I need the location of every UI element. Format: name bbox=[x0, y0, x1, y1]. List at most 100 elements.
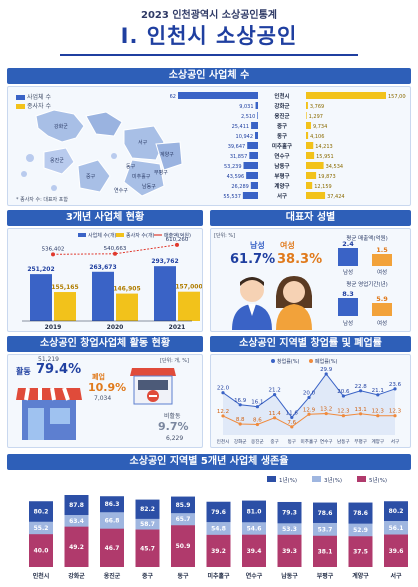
startup-active-count: 51,219 bbox=[38, 356, 59, 363]
count-legend-workers: 종사자 수 bbox=[16, 101, 51, 110]
survival-bar-segment bbox=[100, 528, 124, 567]
survival-bar-segment bbox=[313, 535, 337, 567]
trend-sales-point bbox=[51, 252, 55, 257]
closed-shop-icon bbox=[130, 368, 176, 405]
count-bar-workers bbox=[306, 132, 309, 139]
trend-bar-workers bbox=[178, 291, 200, 321]
count-bar-workers bbox=[306, 112, 307, 119]
trend-year-label: 2019 bbox=[45, 324, 62, 331]
gender-sales-male-bar bbox=[338, 248, 358, 266]
survival-value: 37.5 bbox=[353, 549, 368, 556]
survival-value: 50.9 bbox=[176, 543, 191, 550]
gender-male-pct: 61.7% bbox=[230, 252, 276, 267]
title-underline bbox=[60, 54, 358, 56]
count-value-firms: 25,411 bbox=[232, 124, 250, 130]
gender-sales-title: 평균 매출액(억원) bbox=[346, 234, 387, 242]
regional-close-value: 7.6 bbox=[287, 420, 296, 426]
count-value-workers: 12,159 bbox=[314, 184, 332, 190]
regional-open-value: 29.9 bbox=[320, 367, 333, 373]
count-category-label: 연수구 bbox=[274, 152, 289, 160]
count-bar-firms bbox=[255, 132, 258, 139]
section-title-count: 소상공인 사업체 수 bbox=[7, 68, 411, 84]
count-category-label: 인천시 bbox=[274, 92, 289, 100]
map-label-ongjin: 옹진군 bbox=[50, 157, 64, 164]
regional-close-point bbox=[376, 414, 380, 418]
survival-value: 45.7 bbox=[140, 545, 155, 552]
gender-people-illustration bbox=[232, 276, 312, 330]
count-value-workers: 4,106 bbox=[310, 134, 324, 140]
survival-value: 39.4 bbox=[247, 548, 262, 555]
count-bar-firms bbox=[247, 142, 258, 149]
survival-value: 79.3 bbox=[282, 510, 297, 517]
count-category-label: 중구 bbox=[277, 122, 287, 130]
regional-open-value: 23.6 bbox=[389, 382, 402, 388]
survival-value: 56.1 bbox=[389, 525, 404, 532]
gender-male-label: 남성 bbox=[250, 241, 265, 250]
survival-value: 78.6 bbox=[318, 510, 333, 517]
survival-value: 82.2 bbox=[140, 506, 155, 513]
startup-closed-pct: 10.9% bbox=[88, 381, 127, 394]
regional-close-value: 12.3 bbox=[337, 409, 350, 415]
regional-close-value: 12.3 bbox=[372, 409, 385, 415]
survival-category-label: 옹진군 bbox=[104, 572, 121, 580]
count-value-firms: 31,857 bbox=[230, 154, 248, 160]
count-bar-workers bbox=[306, 142, 314, 149]
header-subtitle: 2023 인천광역시 소상공인통계 bbox=[141, 10, 277, 21]
regional-open-point bbox=[255, 405, 259, 409]
survival-category-label: 남동구 bbox=[281, 572, 298, 580]
survival-legend-swatch bbox=[312, 476, 321, 482]
regional-category-label: 중구 bbox=[270, 439, 278, 445]
regional-close-value: 12.3 bbox=[389, 409, 402, 415]
regional-close-point bbox=[221, 414, 225, 418]
regional-category-label: 부평구 bbox=[354, 438, 367, 445]
count-category-label: 강화군 bbox=[274, 102, 289, 110]
regional-close-point bbox=[255, 422, 259, 427]
regional-open-point bbox=[359, 389, 363, 393]
count-bar-workers bbox=[306, 172, 317, 179]
startup-closed-count: 7,034 bbox=[94, 395, 112, 402]
regional-open-value: 16.1 bbox=[251, 400, 263, 406]
gender-years-female-bar bbox=[372, 303, 392, 316]
regional-close-value: 12.2 bbox=[217, 409, 229, 415]
count-value-firms: 39,647 bbox=[228, 144, 246, 150]
count-value-workers: 34,534 bbox=[326, 164, 344, 170]
store-icon bbox=[16, 387, 82, 440]
survival-value: 46.7 bbox=[105, 545, 120, 552]
count-value-firms: 26,289 bbox=[231, 184, 249, 190]
count-category-label: 계양구 bbox=[274, 182, 289, 190]
female-avatar-icon bbox=[276, 276, 312, 330]
regional-open-point bbox=[324, 372, 328, 376]
map-label-yeonsu: 연수구 bbox=[114, 187, 128, 194]
survival-value: 49.2 bbox=[69, 544, 84, 551]
count-bar-firms bbox=[255, 102, 258, 109]
regional-legend-open: 창업률(%) bbox=[277, 358, 300, 365]
regional-open-point bbox=[341, 394, 345, 398]
section-title-trend: 3개년 사업체 현황 bbox=[7, 210, 203, 226]
map-label-dong: 동구 bbox=[126, 164, 136, 170]
chart-regional-rates: 창업률(%) 폐업률(%) 22.0 16.9 16.1 21.2 11.6 20.0 29.9… bbox=[217, 358, 402, 445]
trend-value-firms: 251,202 bbox=[27, 266, 54, 273]
trend-legend-firms: 사업체 수(개) bbox=[88, 232, 117, 239]
regional-close-value: 13.2 bbox=[320, 407, 332, 413]
section-title-gender: 대표자 성별 bbox=[210, 210, 411, 226]
regional-close-point bbox=[341, 414, 345, 418]
count-value-firms: 10,942 bbox=[236, 134, 254, 140]
section-title-startup: 소상공인 창업사업체 활동 현황 bbox=[7, 336, 203, 352]
survival-category-label: 강화군 bbox=[68, 572, 85, 580]
regional-open-area bbox=[223, 373, 395, 435]
survival-value: 86.3 bbox=[105, 501, 120, 508]
regional-category-label: 인천시 bbox=[217, 438, 230, 445]
trend-value-workers: 155,165 bbox=[51, 284, 78, 291]
gender-sales-male: 2.4 bbox=[342, 240, 354, 248]
regional-category-label: 계양구 bbox=[371, 438, 384, 445]
trend-sales-point bbox=[175, 242, 179, 247]
survival-bar-segment bbox=[64, 526, 89, 567]
survival-value: 80.2 bbox=[389, 508, 404, 515]
chart-3yr-trend: 사업체 수(개) 종사자 수(개) 매출액(억원) 251,202 155,165 201… bbox=[22, 232, 202, 331]
survival-value: 79.6 bbox=[211, 509, 226, 516]
startup-unit: [단위: 개, %] bbox=[160, 358, 189, 364]
incheon-map: 강화군 옹진군 서구 계양구 부평구 중구 동구 미추홀구 남동구 연수구 bbox=[21, 109, 183, 197]
survival-bar-segment bbox=[29, 534, 53, 567]
closed-shop-illustration bbox=[130, 368, 176, 405]
regional-legend-close-swatch bbox=[309, 359, 313, 363]
